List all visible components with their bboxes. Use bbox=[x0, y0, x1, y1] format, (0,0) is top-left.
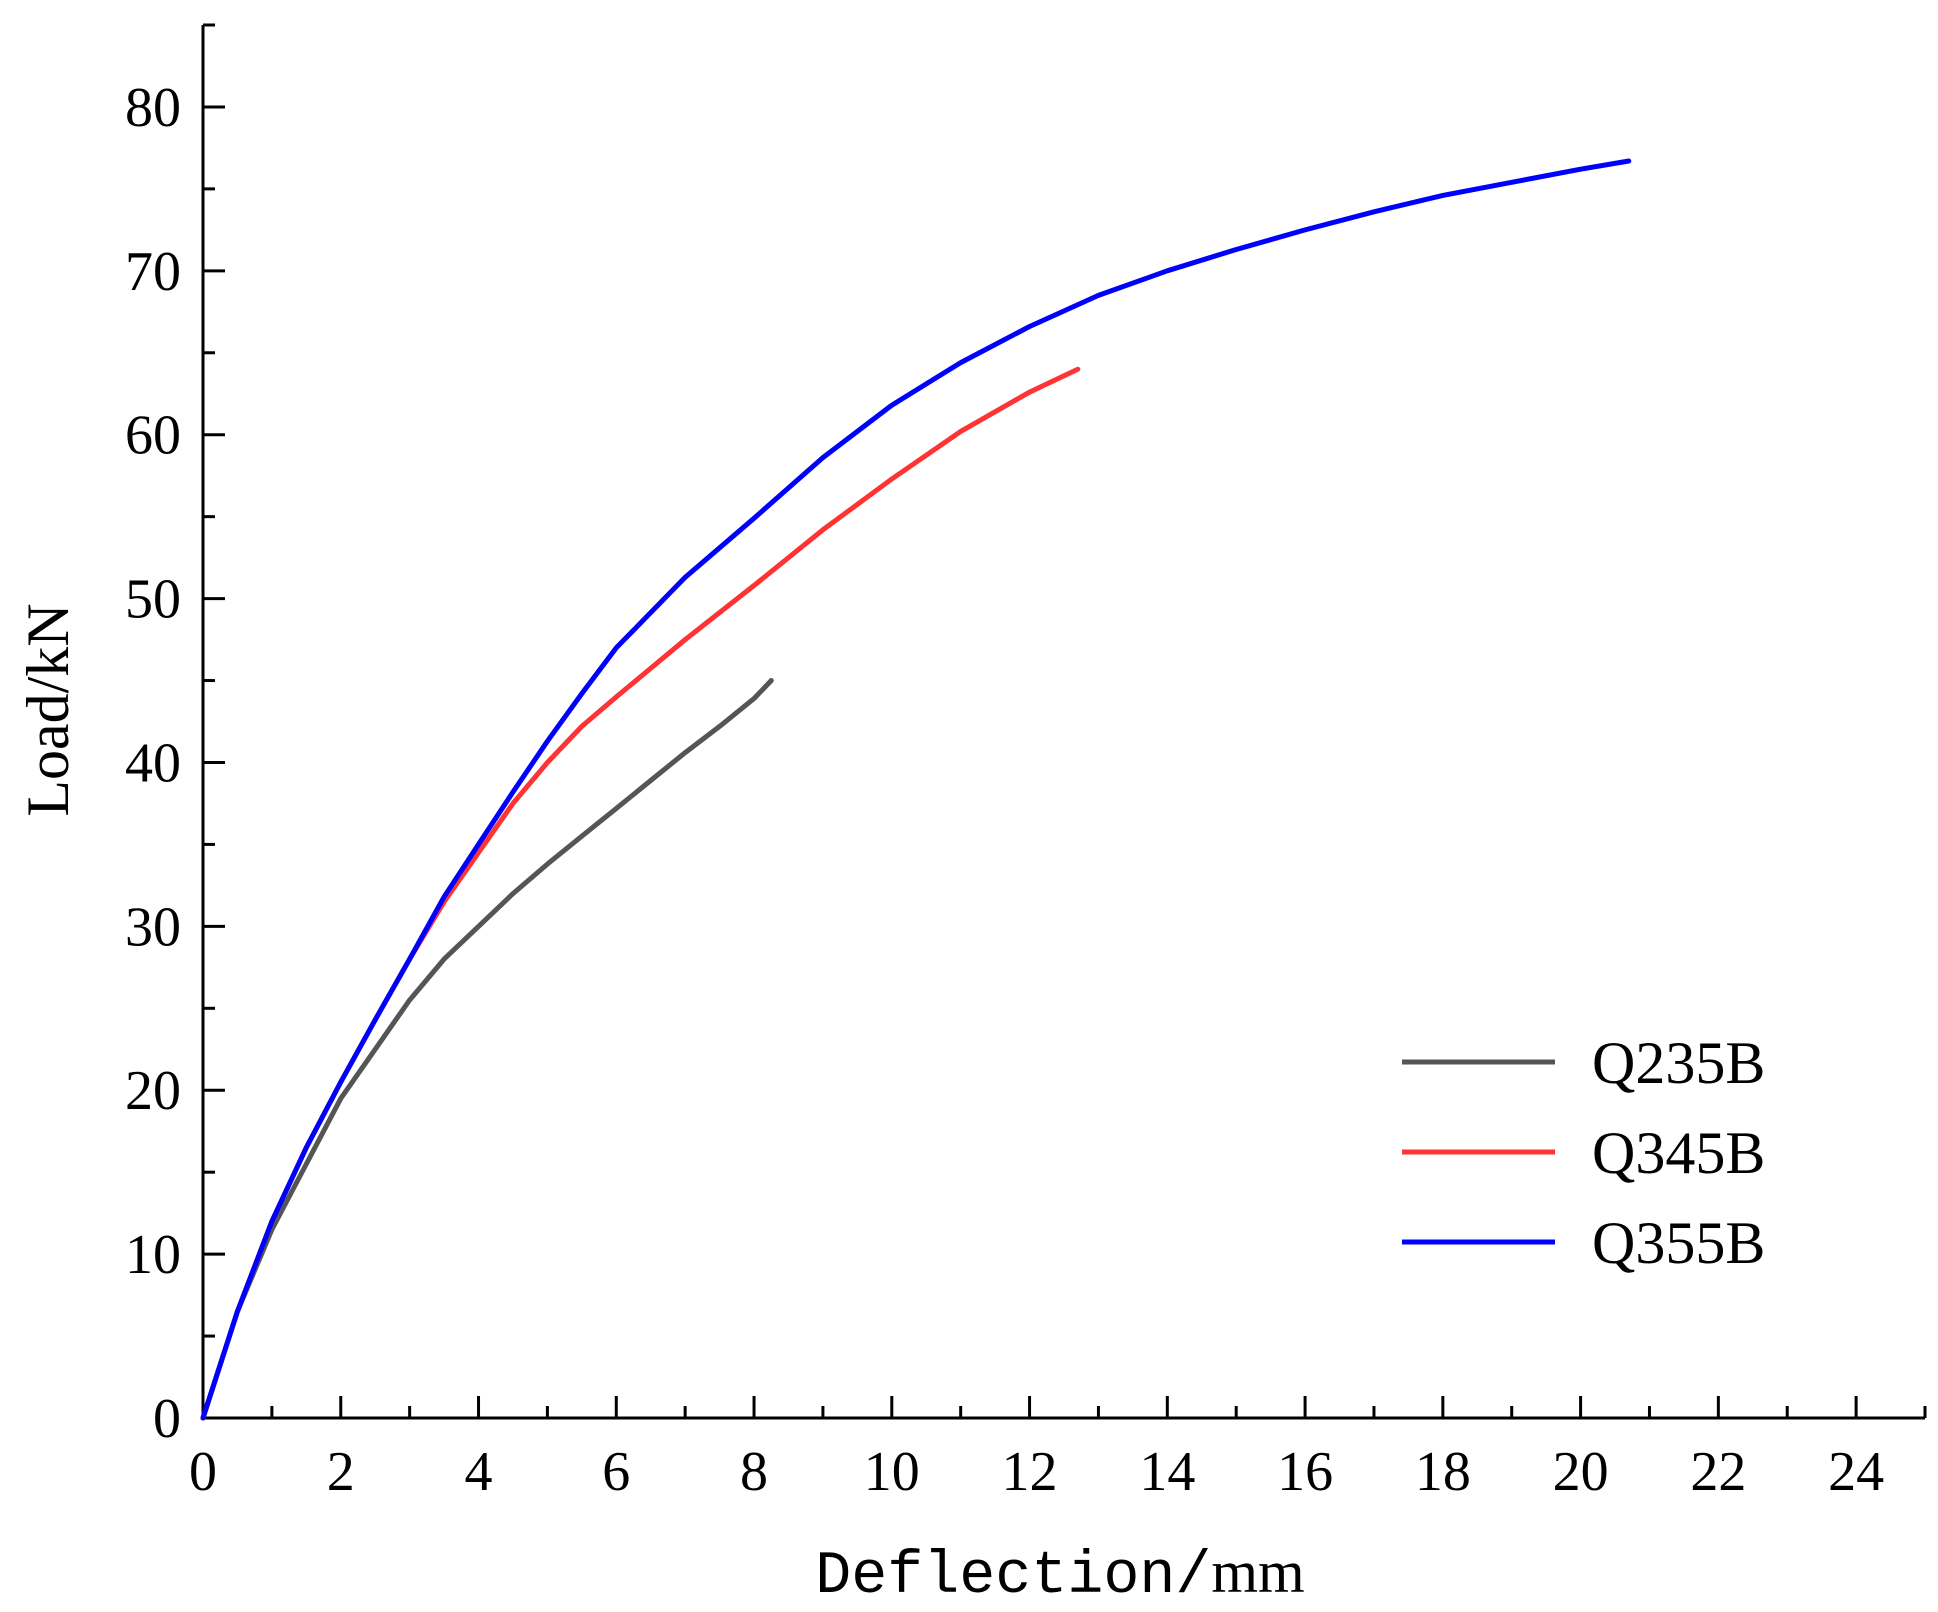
x-axis-title: Deflection/mm bbox=[815, 1539, 1304, 1611]
y-tick-label: 10 bbox=[125, 1224, 181, 1286]
y-tick-label: 0 bbox=[153, 1388, 181, 1450]
y-tick-label: 30 bbox=[125, 896, 181, 958]
x-tick-label: 8 bbox=[740, 1441, 768, 1503]
x-tick-label: 12 bbox=[1002, 1441, 1058, 1503]
series-line-q355b bbox=[200, 158, 1632, 1421]
x-axis-title-prefix: Deflection/ bbox=[815, 1543, 1211, 1611]
y-axis-title: Load/kN bbox=[15, 603, 81, 816]
y-tick-label: 40 bbox=[125, 732, 181, 794]
x-tick-label: 4 bbox=[465, 1441, 493, 1503]
x-tick-label: 2 bbox=[327, 1441, 355, 1503]
x-axis-title-unit: mm bbox=[1211, 1539, 1304, 1605]
legend-label-q235b: Q235B bbox=[1592, 1030, 1765, 1096]
x-tick-label: 10 bbox=[864, 1441, 920, 1503]
y-tick-label: 70 bbox=[125, 241, 181, 303]
series-line-q235b bbox=[200, 678, 774, 1421]
y-tick-label: 80 bbox=[125, 77, 181, 139]
y-tick-label: 20 bbox=[125, 1060, 181, 1122]
x-tick-label: 14 bbox=[1139, 1441, 1195, 1503]
x-tick-label: 22 bbox=[1690, 1441, 1746, 1503]
y-tick-label: 60 bbox=[125, 405, 181, 467]
x-tick-label: 20 bbox=[1553, 1441, 1609, 1503]
y-tick-label: 50 bbox=[125, 569, 181, 631]
legend-label-q355b: Q355B bbox=[1592, 1210, 1765, 1276]
x-tick-label: 16 bbox=[1277, 1441, 1333, 1503]
legend-label-q345b: Q345B bbox=[1592, 1120, 1765, 1186]
x-tick-label: 24 bbox=[1828, 1441, 1884, 1503]
x-tick-label: 6 bbox=[602, 1441, 630, 1503]
legend: Q235B Q345B Q355B bbox=[1402, 1030, 1765, 1276]
x-tick-label: 18 bbox=[1415, 1441, 1471, 1503]
x-tick-label: 0 bbox=[189, 1441, 217, 1503]
series-line-q345b bbox=[200, 366, 1081, 1421]
series-layer bbox=[200, 158, 1632, 1421]
